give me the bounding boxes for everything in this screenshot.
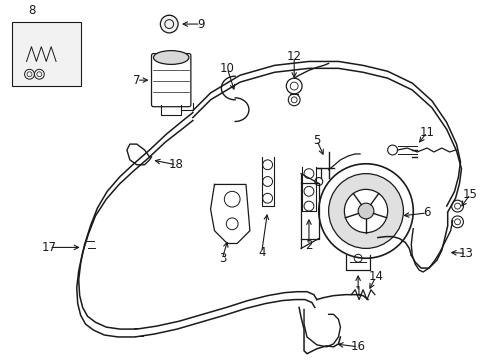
Bar <box>12 22 81 86</box>
Text: 9: 9 <box>197 18 204 31</box>
Circle shape <box>357 203 373 219</box>
Text: 1: 1 <box>354 285 361 298</box>
Text: 15: 15 <box>462 188 477 201</box>
Circle shape <box>344 189 387 233</box>
Text: 17: 17 <box>41 241 57 254</box>
Text: 11: 11 <box>419 126 434 139</box>
Text: 14: 14 <box>367 270 383 283</box>
Text: 7: 7 <box>133 74 140 87</box>
Text: 6: 6 <box>423 207 430 220</box>
Circle shape <box>160 15 178 33</box>
Text: 12: 12 <box>286 50 301 63</box>
Text: 13: 13 <box>458 247 473 260</box>
FancyBboxPatch shape <box>151 54 190 107</box>
Circle shape <box>328 174 403 248</box>
Text: 4: 4 <box>258 246 265 259</box>
Text: 16: 16 <box>350 340 365 353</box>
Text: 2: 2 <box>305 239 312 252</box>
Text: 18: 18 <box>168 158 183 171</box>
Text: 3: 3 <box>218 252 225 265</box>
Ellipse shape <box>153 51 188 64</box>
Text: 8: 8 <box>28 4 35 17</box>
Text: 5: 5 <box>312 134 320 147</box>
Text: 10: 10 <box>220 62 234 75</box>
